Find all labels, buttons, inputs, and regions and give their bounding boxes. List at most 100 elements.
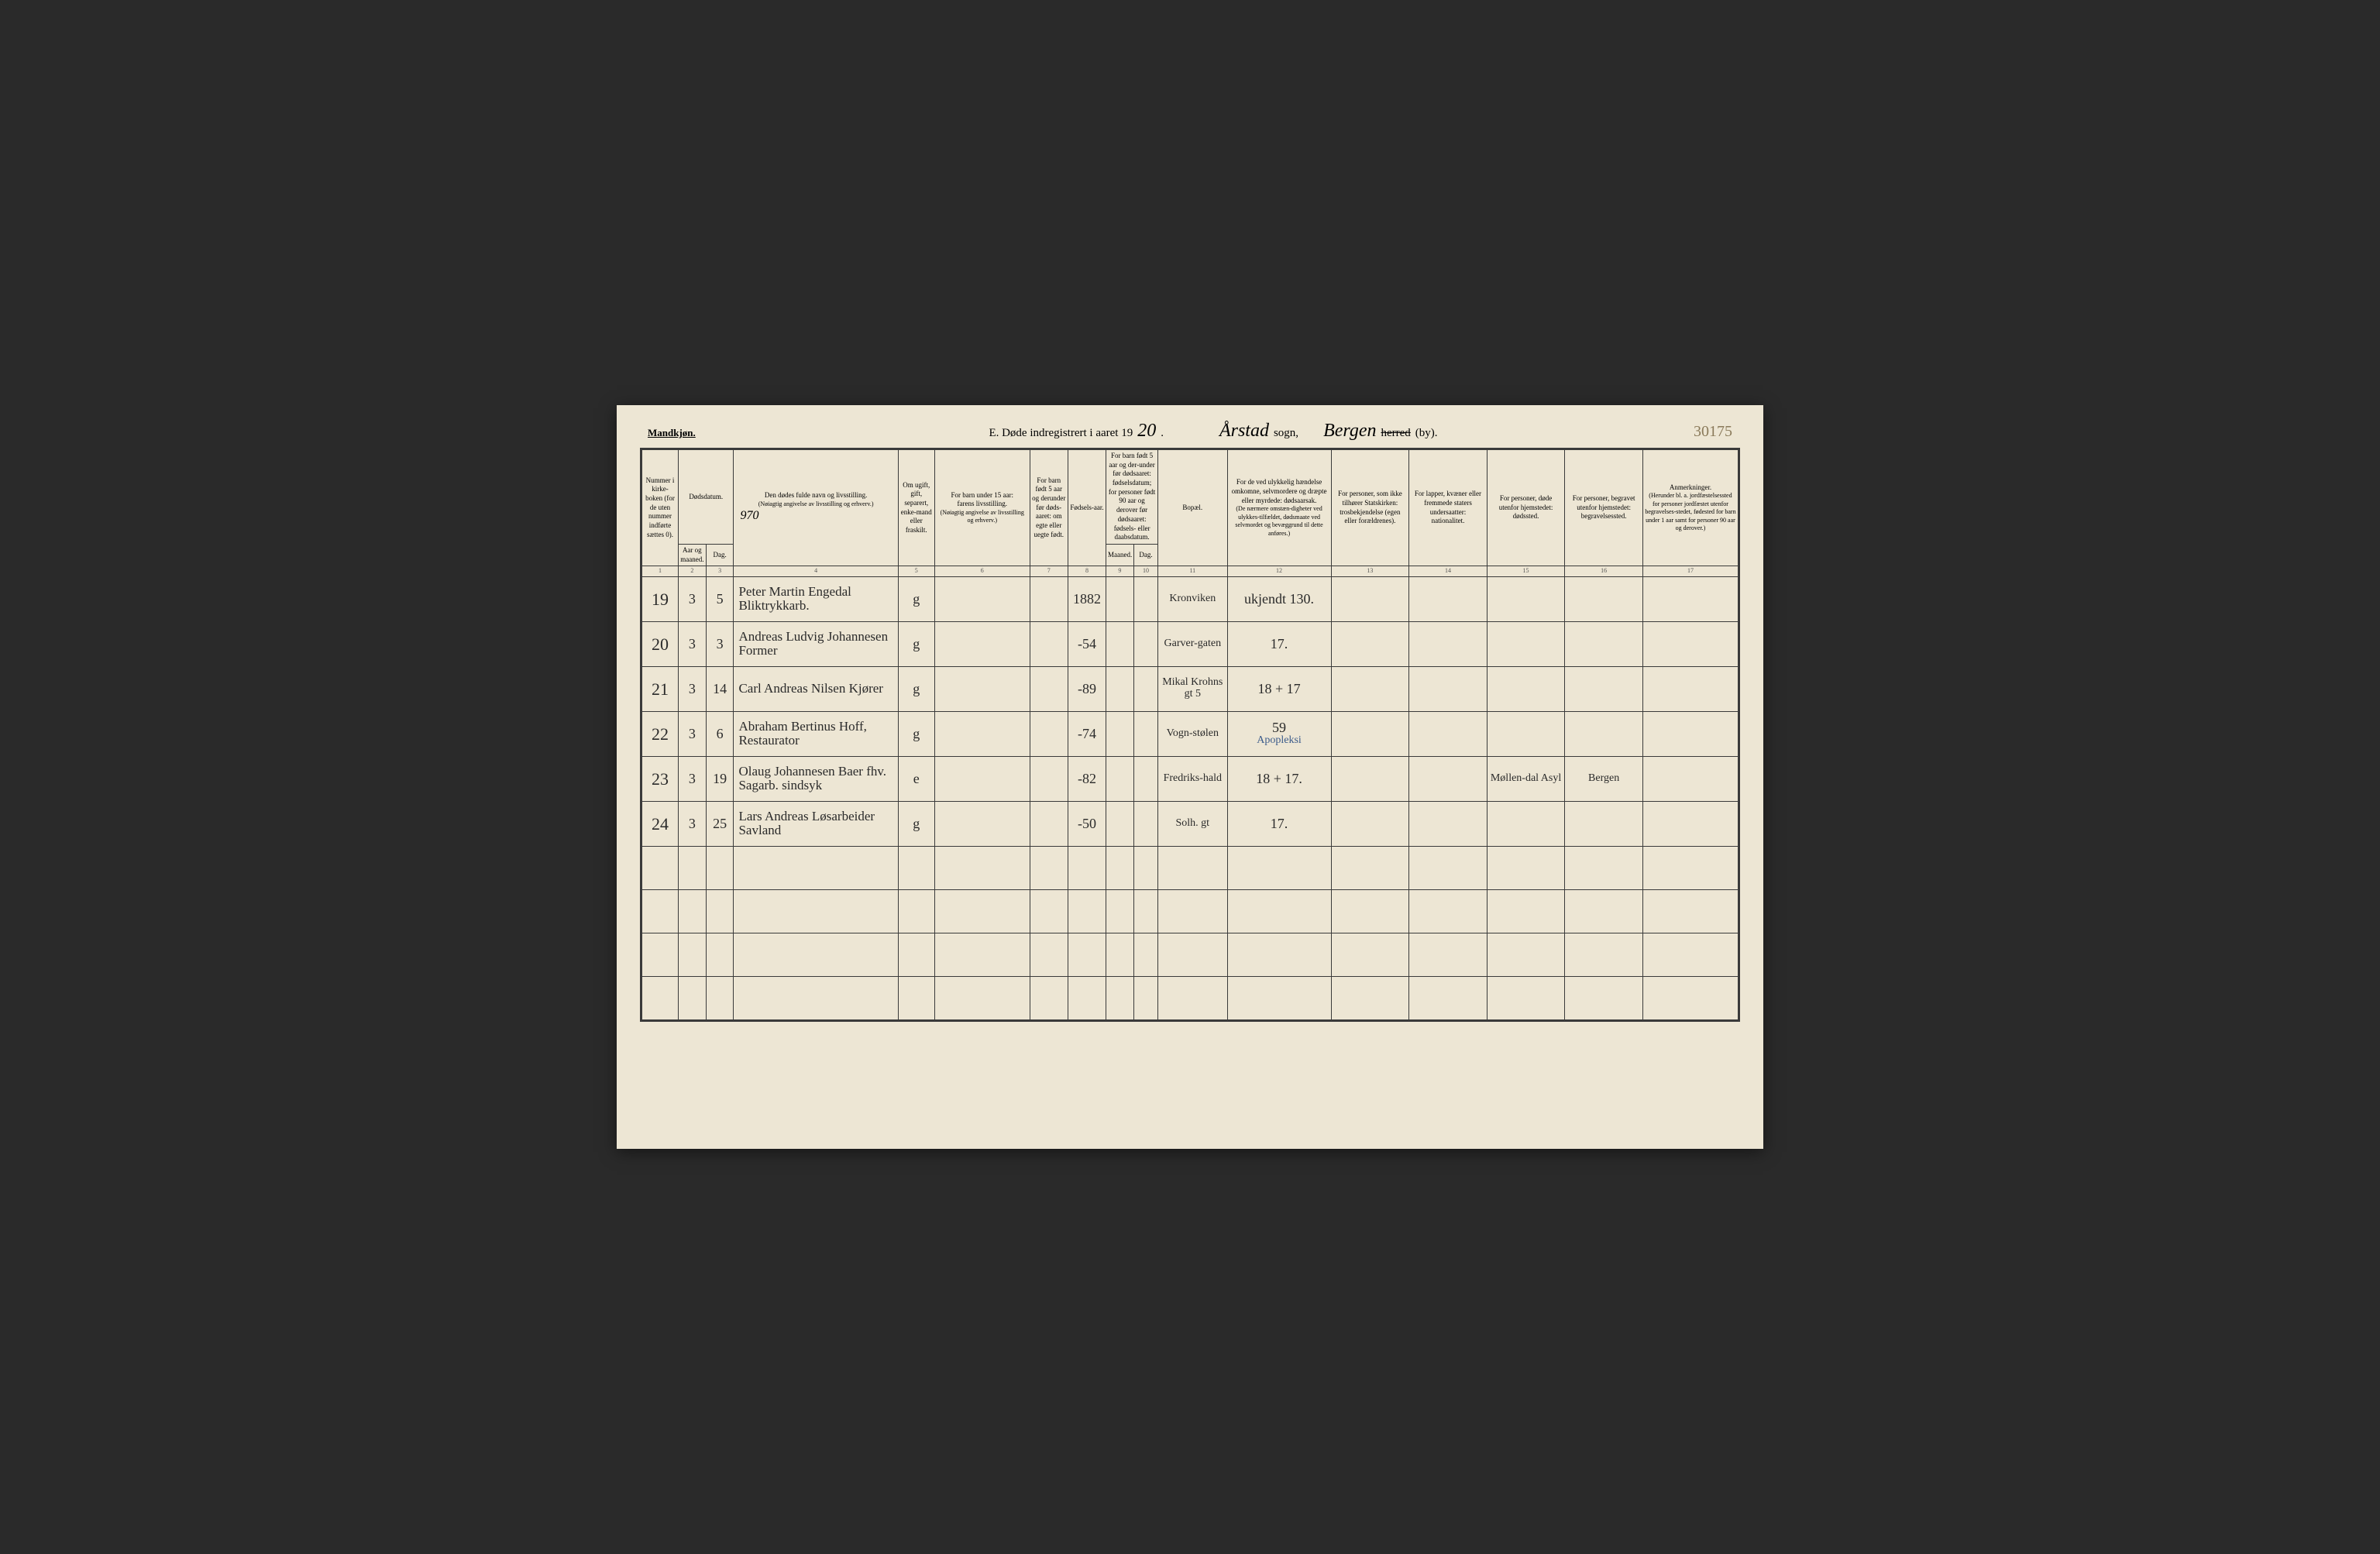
table-cell: 59Apopleksi — [1227, 711, 1331, 756]
col-num: 9 — [1106, 566, 1134, 576]
table-cell — [678, 889, 706, 933]
table-cell: 19 — [706, 756, 734, 801]
by-label: (by). — [1415, 427, 1438, 440]
col-num: 15 — [1487, 566, 1565, 576]
col-header: Nummer i kirke-boken (for de uten nummer… — [642, 450, 679, 566]
table-cell: Kronviken — [1158, 576, 1227, 621]
col-header: For de ved ulykkelig hændelse omkomne, s… — [1227, 450, 1331, 566]
table-cell — [1642, 846, 1738, 889]
col-header-line: For de ved ulykkelig hændelse omkomne, s… — [1230, 478, 1329, 505]
table-cell — [1642, 756, 1738, 801]
table-cell — [1565, 933, 1643, 976]
year-hand: 20 — [1137, 421, 1156, 442]
col-subheader: Dag. — [706, 544, 734, 566]
herred-hand: Bergen — [1323, 421, 1376, 442]
table-cell — [1030, 846, 1068, 889]
table-cell: Carl Andreas Nilsen Kjører — [734, 666, 898, 711]
table-cell — [1331, 801, 1409, 846]
col-num: 13 — [1331, 566, 1409, 576]
table-cell — [934, 756, 1030, 801]
sogn-label: sogn, — [1274, 427, 1298, 440]
col-header: Bopæl. — [1158, 450, 1227, 566]
title-prefix: E. Døde indregistrert i aaret 19 — [989, 427, 1133, 440]
table-cell — [1158, 933, 1227, 976]
table-cell — [1642, 711, 1738, 756]
table-cell — [1133, 756, 1157, 801]
table-cell: 3 — [678, 801, 706, 846]
table-cell — [1030, 933, 1068, 976]
table-cell — [1487, 621, 1565, 666]
table-cell — [1133, 801, 1157, 846]
col-header-line: (Nøiagtig angivelse av livsstilling og e… — [735, 500, 896, 508]
table-cell — [1030, 889, 1068, 933]
table-cell: Møllen-dal Asyl — [1487, 756, 1565, 801]
table-row-empty — [642, 933, 1739, 976]
table-cell — [1565, 666, 1643, 711]
col-header: For barn under 15 aar: farens livsstilli… — [934, 450, 1030, 566]
table-cell: Abraham Bertinus Hoff, Restaurator — [734, 711, 898, 756]
col-header: For lapper, kvæner eller fremmede stater… — [1409, 450, 1488, 566]
table-cell — [1331, 976, 1409, 1019]
col-num: 5 — [898, 566, 934, 576]
table-cell — [1106, 933, 1134, 976]
table-row: 21314Carl Andreas Nilsen Kjørerg-89Mikal… — [642, 666, 1739, 711]
col-header: Den dødes fulde navn og livsstilling. (N… — [734, 450, 898, 566]
table-row: 2236Abraham Bertinus Hoff, Restauratorg-… — [642, 711, 1739, 756]
table-cell: 21 — [642, 666, 679, 711]
table-cell: 25 — [706, 801, 734, 846]
table-row-empty — [642, 846, 1739, 889]
table-cell — [642, 889, 679, 933]
table-cell — [934, 976, 1030, 1019]
table-cell — [1565, 711, 1643, 756]
col-header: For barn født 5 aar og der-under før død… — [1106, 450, 1158, 545]
table-cell — [706, 976, 734, 1019]
table-cell: Mikal Krohns gt 5 — [1158, 666, 1227, 711]
table-cell — [934, 846, 1030, 889]
col-header-line: For personer, begravet utenfor hjemstede… — [1567, 494, 1641, 512]
col-num: 14 — [1409, 566, 1488, 576]
col-num: 6 — [934, 566, 1030, 576]
table-cell — [1409, 846, 1488, 889]
col-header-line: begravelsessted. — [1567, 512, 1641, 521]
table-cell — [642, 933, 679, 976]
table-cell: 22 — [642, 711, 679, 756]
table-cell — [1030, 666, 1068, 711]
col-header-line: Anmerkninger. — [1645, 483, 1736, 493]
table-cell — [1409, 711, 1488, 756]
table-cell — [734, 976, 898, 1019]
col-num: 17 — [1642, 566, 1738, 576]
table-row: 23319Olaug Johannesen Baer fhv. Sagarb. … — [642, 756, 1739, 801]
table-cell: 18 + 17. — [1227, 756, 1331, 801]
col-header-line: dødssted. — [1489, 512, 1563, 521]
col-header-line: For personer, døde utenfor hjemstedet: — [1489, 494, 1563, 512]
col-header-line: (Nøiagtig angivelse av livsstilling og e… — [937, 509, 1028, 525]
col-subheader: Dag. — [1133, 544, 1157, 566]
table-cell: Garver-gaten — [1158, 621, 1227, 666]
table-cell: 19 — [642, 576, 679, 621]
gender-label: Mandkjøn. — [648, 427, 733, 439]
table-cell — [1487, 933, 1565, 976]
table-cell — [1068, 933, 1106, 976]
table-cell — [1106, 846, 1134, 889]
col-header: For personer, døde utenfor hjemstedet: d… — [1487, 450, 1565, 566]
table-cell — [1133, 889, 1157, 933]
col-header: Fødsels-aar. — [1068, 450, 1106, 566]
col-header-line: trosbekjendelse (egen eller forældrenes)… — [1333, 508, 1408, 526]
table-cell: 3 — [678, 756, 706, 801]
table-cell — [734, 889, 898, 933]
table-cell — [898, 976, 934, 1019]
col-num: 3 — [706, 566, 734, 576]
table-cell — [1409, 756, 1488, 801]
table-head: Nummer i kirke-boken (for de uten nummer… — [642, 450, 1739, 577]
table-body: 1935Peter Martin Engedal Bliktrykkarb.g1… — [642, 576, 1739, 1019]
table-cell: 3 — [678, 621, 706, 666]
table-cell — [642, 846, 679, 889]
table-cell — [1642, 933, 1738, 976]
table-cell — [1565, 801, 1643, 846]
col-num: 2 — [678, 566, 706, 576]
table-cell: 3 — [706, 621, 734, 666]
table-cell: 20 — [642, 621, 679, 666]
table-cell — [934, 711, 1030, 756]
table-cell — [1642, 666, 1738, 711]
table-cell — [734, 846, 898, 889]
